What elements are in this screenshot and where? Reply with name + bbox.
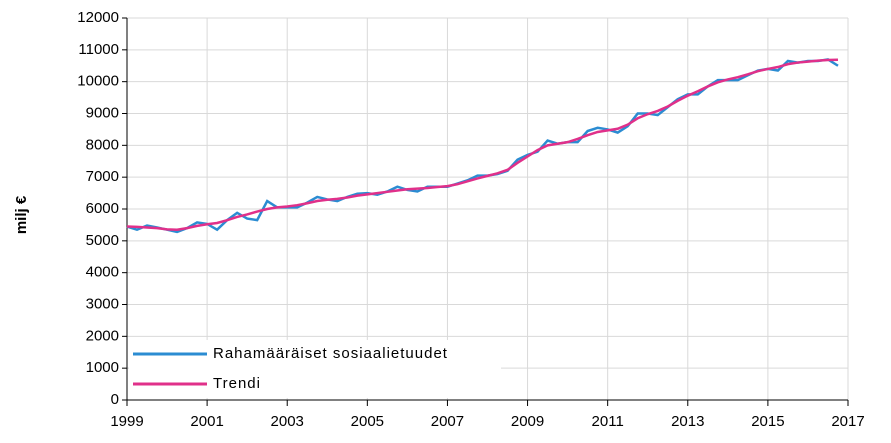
y-tick-label: 9000 [86,104,119,121]
y-tick-label: 8000 [86,136,119,153]
legend-box [129,340,501,398]
x-tick-label: 2001 [190,413,223,430]
y-tick-label: 10000 [77,73,119,90]
x-tick-label: 2003 [271,413,304,430]
y-tick-label: 5000 [86,232,119,249]
legend-label: Rahamääräiset sosiaalietuudet [213,345,448,362]
y-tick-label: 3000 [86,295,119,312]
y-tick-label: 12000 [77,9,119,26]
legend-label: Trendi [213,375,261,392]
x-tick-label: 2013 [671,413,704,430]
x-tick-label: 2009 [511,413,544,430]
y-tick-label: 11000 [78,41,119,58]
y-tick-label: 7000 [86,168,119,185]
y-tick-label: 0 [111,391,119,408]
x-tick-label: 2011 [592,413,624,430]
series-line [126,58,839,231]
y-tick-label: 2000 [86,327,119,344]
x-tick-label: 1999 [110,413,143,430]
y-axis-label: milj € [13,195,30,234]
x-tick-label: 2015 [751,413,784,430]
y-tick-label: 4000 [86,264,119,281]
y-tick-label: 1000 [86,359,119,376]
y-tick-label: 6000 [86,200,119,217]
x-tick-label: 2017 [831,413,864,430]
series-line [126,58,839,234]
x-tick-label: 2007 [431,413,464,430]
x-tick-label: 2005 [351,413,384,430]
